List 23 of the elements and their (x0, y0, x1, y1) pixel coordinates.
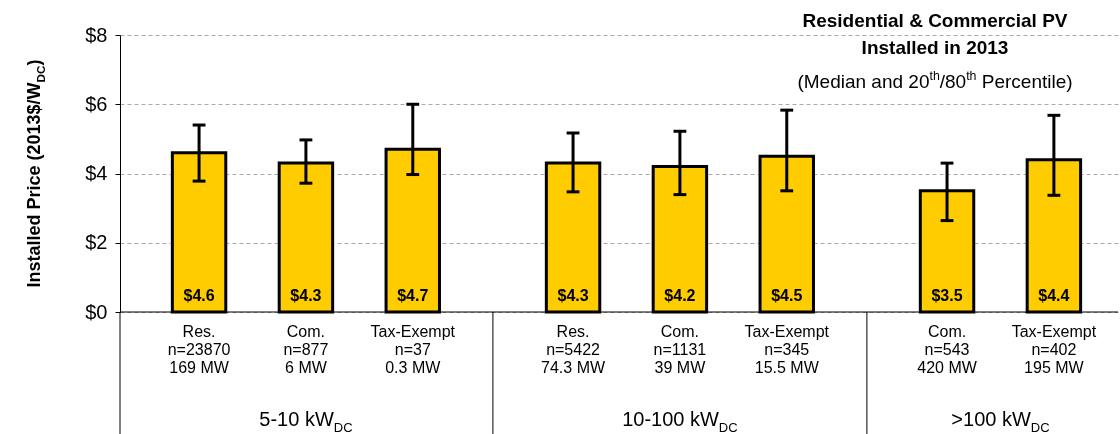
y-tick-label: $2 (85, 231, 108, 254)
y-axis-title: Installed Price (2013$/WDC) (24, 59, 48, 288)
x-tick-label: Tax-Exempt n=37 0.3 MW (370, 323, 456, 376)
x-tick-label: Com. n=543 420 MW (917, 323, 978, 376)
chart-title: Residential & Commercial PV Installed in 2013 (802, 10, 1068, 58)
x-tick-label: Res. n=23870 169 MW (167, 323, 231, 376)
data-label: $4.2 (664, 287, 696, 304)
x-tick-label: Tax-Exempt n=402 195 MW (1011, 323, 1097, 376)
x-tick-label: Com. n=877 6 MW (283, 323, 329, 376)
data-label: $4.5 (771, 287, 803, 304)
data-label: $4.4 (1038, 287, 1070, 304)
y-tick-label: $0 (85, 300, 108, 323)
data-label: $4.3 (290, 287, 322, 304)
x-tick-label: Tax-Exempt n=345 15.5 MW (744, 323, 830, 376)
y-tick-label: $6 (85, 92, 108, 115)
x-tick-label: Com. n=1131 39 MW (653, 323, 707, 376)
data-label: $4.3 (557, 287, 589, 304)
y-tick-label: $4 (85, 162, 108, 184)
x-tick-label: Res. n=5422 74.3 MW (541, 323, 606, 376)
data-label: $4.7 (397, 287, 429, 304)
data-label: $3.5 (931, 287, 963, 304)
y-tick-label: $8 (85, 23, 108, 46)
data-label: $4.6 (183, 287, 215, 304)
